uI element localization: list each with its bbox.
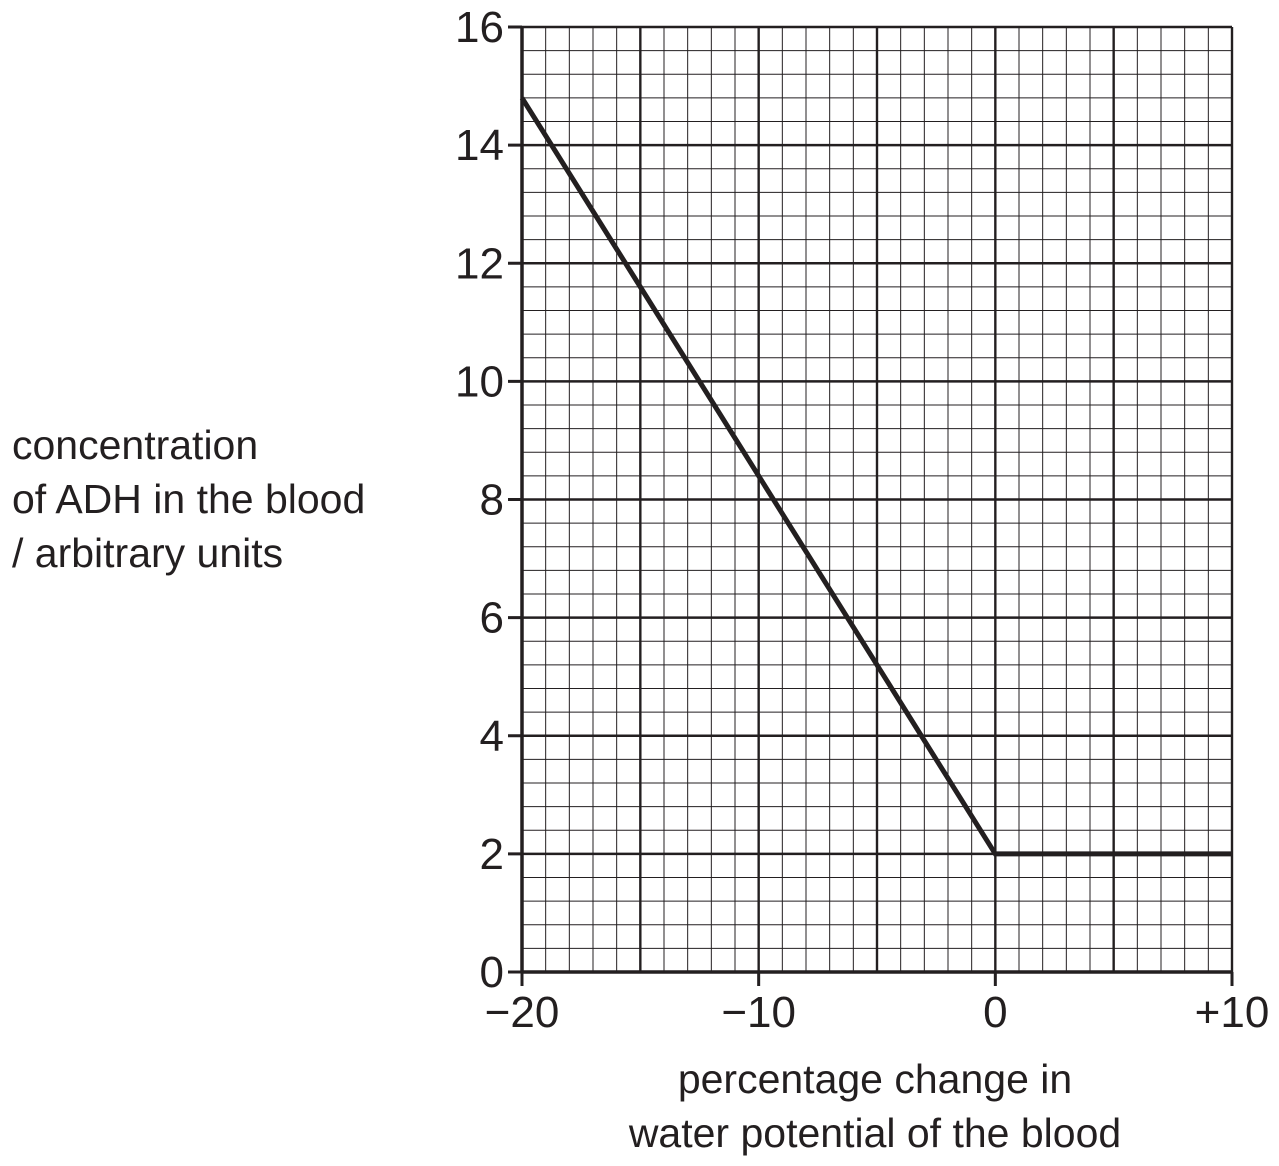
x-tick-label: +10 <box>1195 988 1270 1037</box>
y-tick-label: 6 <box>480 594 504 643</box>
adh-series-line <box>519 96 1232 857</box>
ticks <box>508 25 1234 986</box>
y-tick-label: 16 <box>455 3 504 52</box>
y-tick-label: 10 <box>455 357 504 406</box>
series <box>519 96 1232 857</box>
y-tick-label: 4 <box>480 712 504 761</box>
y-axis-label-line-1: concentration <box>12 422 259 468</box>
y-tick-label: 8 <box>480 476 504 525</box>
y-tick-label: 12 <box>455 239 504 288</box>
x-axis-label-line-2: water potential of the blood <box>628 1110 1122 1156</box>
y-tick-label: 2 <box>480 830 504 879</box>
y-axis-label-line-2: of ADH in the blood <box>12 476 366 522</box>
y-tick-label: 0 <box>480 948 504 997</box>
x-axis-label-line-1: percentage change in <box>677 1056 1073 1102</box>
tick-labels: 0 2 4 6 8 10 12 14 16 −20 −10 0 +10 <box>455 3 1269 1037</box>
y-tick-label: 14 <box>455 121 504 170</box>
x-tick-label: 0 <box>983 988 1007 1037</box>
y-axis-label-line-3: / arbitrary units <box>12 530 284 576</box>
y-axis-label: concentration of ADH in the blood / arbi… <box>12 418 365 580</box>
x-tick-label: −10 <box>721 988 796 1037</box>
x-axis-label: percentage change in water potential of … <box>560 1052 1190 1160</box>
x-tick-label: −20 <box>485 988 560 1037</box>
